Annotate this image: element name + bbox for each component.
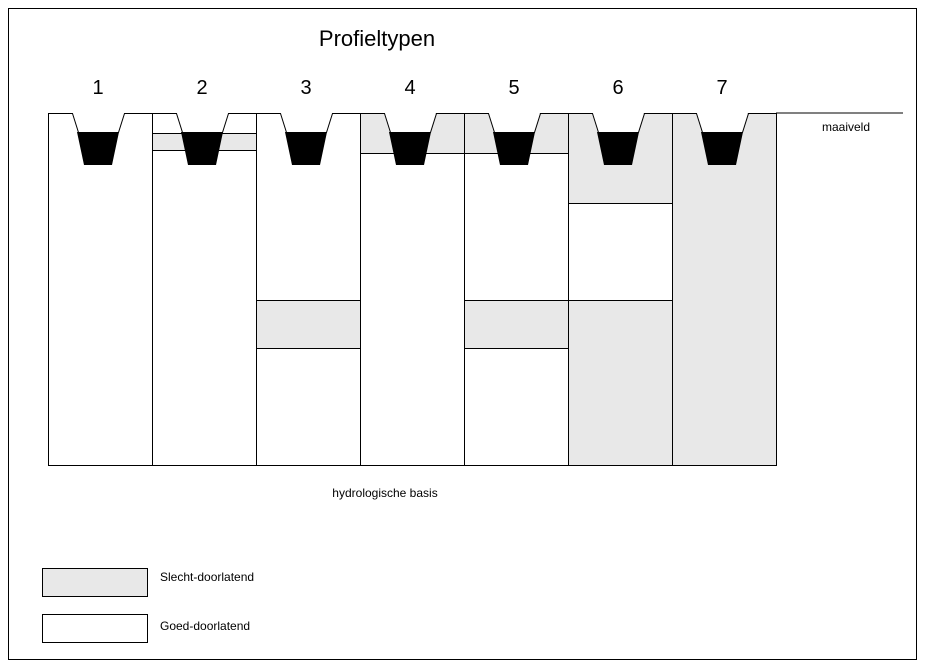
- profile-label: 3: [300, 77, 311, 99]
- profile-label: 7: [716, 77, 727, 99]
- ditch: [72, 113, 124, 132]
- soil-column: [360, 113, 465, 466]
- profile-label: 6: [612, 77, 623, 99]
- poor-layer: [568, 300, 673, 466]
- ditch: [176, 113, 228, 132]
- legend-swatch: [42, 614, 148, 643]
- ditch: [280, 113, 332, 132]
- profile-label: 4: [404, 77, 415, 99]
- base-label: hydrologische basis: [332, 486, 437, 500]
- soil-column: [464, 113, 569, 466]
- ditch: [384, 113, 436, 132]
- water: [181, 132, 223, 165]
- poor-layer: [464, 300, 569, 349]
- legend-label: Goed-doorlatend: [160, 619, 250, 633]
- surface-label: maaiveld: [822, 120, 870, 134]
- legend-label: Slecht-doorlatend: [160, 570, 254, 584]
- title: Profieltypen: [319, 26, 435, 51]
- profile-label: 1: [92, 77, 103, 99]
- ditch: [488, 113, 540, 132]
- soil-column: [48, 113, 153, 466]
- water: [493, 132, 535, 165]
- poor-layer: [672, 113, 777, 466]
- water: [389, 132, 431, 165]
- profiles: 1 2 3 4 5 6 7: [48, 77, 777, 466]
- soil-column: [152, 113, 257, 466]
- profile-label: 5: [508, 77, 519, 99]
- water: [285, 132, 327, 165]
- water: [77, 132, 119, 165]
- profile-label: 2: [196, 77, 207, 99]
- poor-layer: [256, 300, 361, 349]
- ditch: [592, 113, 644, 132]
- soil-column: [256, 113, 361, 466]
- ditch: [696, 113, 748, 132]
- water: [701, 132, 743, 165]
- water: [597, 132, 639, 165]
- legend-swatch: [42, 568, 148, 597]
